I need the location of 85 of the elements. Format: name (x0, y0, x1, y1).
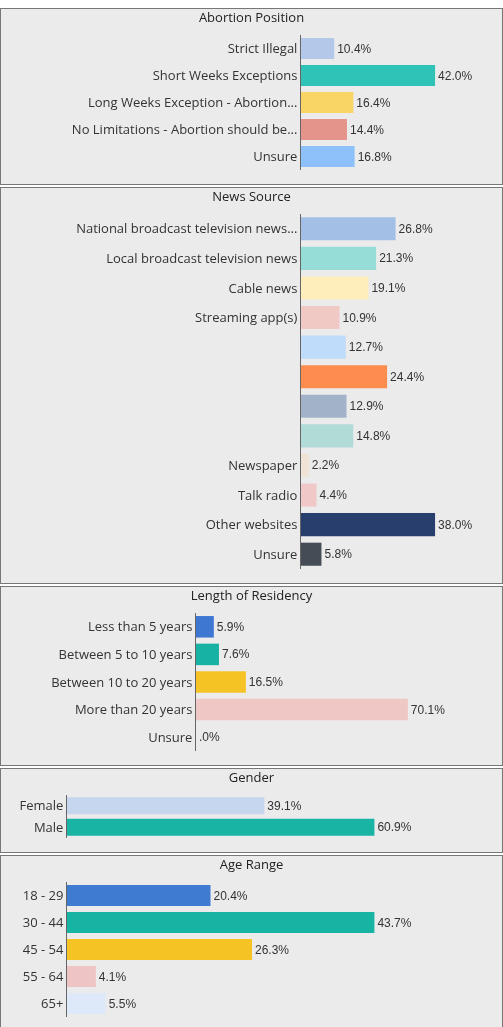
data-label: 16.4% (356, 95, 391, 110)
bar (301, 276, 369, 300)
y-tick-label: Other websites (205, 515, 298, 534)
bar (301, 91, 354, 114)
y-tick-label: Less than 5 years (88, 617, 193, 636)
bar (301, 118, 347, 141)
data-label: 19.1% (371, 280, 406, 295)
y-tick-label: Female (19, 796, 64, 815)
bar (301, 37, 335, 60)
bar (67, 911, 375, 934)
bar (301, 64, 436, 87)
y-tick-label: Short Weeks Exceptions (152, 66, 298, 85)
chart-title: Length of Residency (190, 586, 313, 605)
bar (301, 365, 388, 389)
data-label: 26.8% (398, 221, 433, 236)
y-tick-label: Newspaper (228, 456, 299, 475)
bar (301, 542, 322, 566)
data-label: 39.1% (267, 798, 302, 813)
data-label: 10.9% (342, 310, 377, 325)
y-tick-label: Male (33, 817, 64, 836)
bar (67, 884, 211, 907)
data-label: 12.9% (349, 399, 384, 414)
data-label: 14.4% (349, 122, 385, 137)
bar (301, 335, 346, 359)
bar (67, 992, 106, 1015)
data-label: 12.7% (348, 340, 384, 355)
y-tick-label: No Limitations - Abortion should be... (71, 120, 298, 139)
y-tick-label: Cable news (228, 278, 298, 297)
chart-title: News Source (212, 187, 291, 206)
y-tick-label: 45 - 54 (22, 940, 64, 959)
data-label: 16.8% (357, 149, 392, 164)
y-tick-label: Long Weeks Exception - Abortion... (87, 93, 298, 112)
chart-title: Age Range (219, 855, 284, 874)
data-label: 24.4% (390, 369, 425, 384)
data-label: 2.2% (311, 458, 340, 473)
data-label: 43.7% (377, 915, 412, 930)
data-label: 60.9% (377, 820, 412, 835)
bar (301, 145, 355, 168)
data-label: 5.5% (108, 996, 137, 1011)
y-tick-label: 65+ (41, 994, 64, 1013)
data-label: 70.1% (410, 702, 446, 717)
bar (301, 424, 354, 448)
y-tick-label: 55 - 64 (22, 967, 64, 986)
bar (196, 671, 246, 693)
bar (67, 938, 253, 961)
data-label: 7.6% (221, 647, 250, 662)
data-label: .0% (199, 730, 221, 745)
data-label: 5.9% (216, 619, 245, 634)
data-label: 4.1% (98, 969, 127, 984)
bar (301, 306, 340, 330)
bar (67, 965, 96, 988)
data-label: 38.0% (438, 517, 473, 532)
data-label: 16.5% (248, 675, 284, 689)
data-label: 20.4% (213, 888, 248, 903)
bar (301, 483, 317, 507)
y-tick-label: Strict Illegal (227, 39, 298, 58)
y-tick-label: Unsure (148, 727, 193, 746)
bar (301, 453, 309, 477)
bar (301, 513, 436, 537)
y-tick-label: National broadcast television news... (76, 219, 298, 238)
bar (196, 698, 408, 721)
bar (301, 246, 377, 270)
y-tick-label: Between 5 to 10 years (58, 644, 193, 663)
bar (196, 643, 219, 666)
y-tick-label: Between 10 to 20 years (51, 672, 193, 691)
data-label: 14.8% (356, 428, 391, 443)
y-tick-label: Unsure (253, 147, 298, 166)
chart-title: Abortion Position (198, 8, 305, 27)
y-tick-label: Local broadcast television news (106, 248, 298, 267)
data-label: 4.4% (319, 488, 348, 503)
data-label: 42.0% (438, 68, 473, 83)
bar (196, 616, 214, 638)
y-tick-label: 18 - 29 (22, 886, 64, 905)
bar (301, 394, 347, 418)
y-tick-label: More than 20 years (74, 700, 193, 719)
data-label: 21.3% (379, 251, 414, 266)
bar (301, 217, 396, 241)
y-tick-label: Talk radio (237, 485, 298, 504)
data-label: 10.4% (337, 41, 372, 56)
y-tick-label: Unsure (253, 544, 298, 563)
y-tick-label: Streaming app(s) (195, 308, 298, 327)
chart-title: Gender (228, 768, 275, 787)
data-label: 5.8% (324, 547, 353, 562)
y-tick-label: 30 - 44 (22, 913, 64, 932)
data-label: 26.3% (255, 942, 290, 957)
